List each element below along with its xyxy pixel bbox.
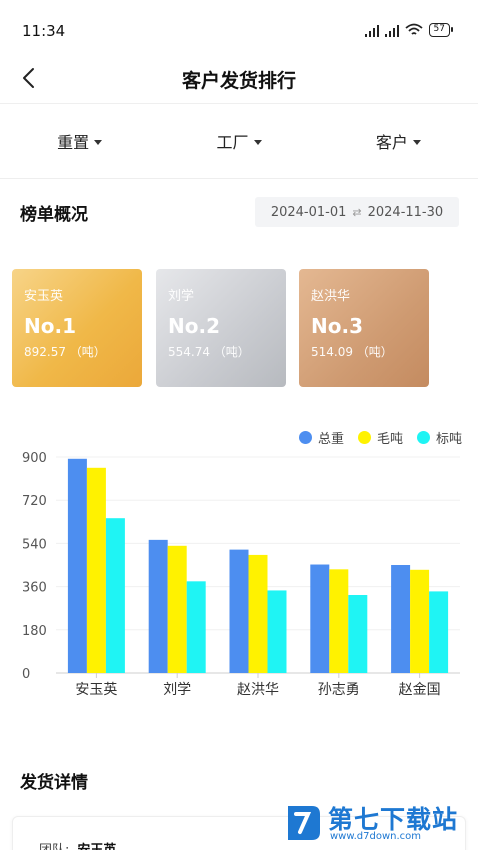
cell-signal-icon <box>364 24 379 37</box>
site-watermark: 第七下载站 www.d7down.com <box>282 798 472 850</box>
wifi-icon <box>404 23 423 35</box>
rank-name: 安玉英 <box>24 289 64 304</box>
filter-factory-label: 工厂 <box>216 133 249 152</box>
bar-刘学-毛吨 <box>167 545 187 673</box>
rank-name: 刘学 <box>168 289 195 304</box>
date-end: 2024-11-30 <box>367 204 444 220</box>
rank-value: 554.74 （吨） <box>168 345 250 359</box>
rank-value: 514.09 （吨） <box>311 345 393 359</box>
y-tick-label: 180 <box>22 624 47 639</box>
bar-赵洪华-标吨 <box>267 590 287 673</box>
filter-factory[interactable]: 工厂 <box>159 118 318 164</box>
status-icons: 57 <box>364 23 454 37</box>
overview-title: 榜单概况 <box>20 205 88 225</box>
legend-item-gross[interactable]: 毛吨 <box>357 428 403 447</box>
legend-label: 标吨 <box>435 432 462 447</box>
legend-dot <box>357 431 371 444</box>
rank-name: 赵洪华 <box>311 289 351 304</box>
bar-赵金国-标吨 <box>429 591 449 673</box>
filter-reset[interactable]: 重置 <box>0 118 159 164</box>
filter-customer-label: 客户 <box>375 133 408 152</box>
status-time: 11:34 <box>22 22 66 40</box>
bar-孙志勇-毛吨 <box>329 569 349 673</box>
details-title: 发货详情 <box>20 773 88 793</box>
bar-安玉英-毛吨 <box>86 467 106 673</box>
rank-number: No.3 <box>311 314 363 338</box>
chart-legend: 总重 毛吨 标吨 <box>298 428 462 447</box>
y-tick-label: 900 <box>22 451 47 466</box>
swap-icon: ⇄ <box>352 205 362 219</box>
watermark-url: www.d7down.com <box>330 831 422 842</box>
y-tick-label: 360 <box>22 581 47 596</box>
caret-down-icon <box>412 139 421 145</box>
cell-signal-2-icon <box>384 24 399 37</box>
back-arrow-icon[interactable] <box>18 66 42 90</box>
nav-bar: 客户发货排行 <box>0 52 478 104</box>
filter-reset-label: 重置 <box>57 133 90 152</box>
team-row: 团队: 安玉英 <box>39 839 116 850</box>
y-tick-label: 540 <box>22 537 47 552</box>
filter-customer[interactable]: 客户 <box>319 118 478 164</box>
x-tick-label: 安玉英 <box>75 681 117 698</box>
status-bar: 11:34 57 <box>0 0 478 60</box>
date-start: 2024-01-01 <box>270 204 347 220</box>
page-title: 客户发货排行 <box>181 70 296 92</box>
x-tick-label: 孙志勇 <box>318 682 360 698</box>
team-value: 安玉英 <box>77 839 116 850</box>
rank-value: 892.57 （吨） <box>24 345 106 359</box>
rank-card-1[interactable]: 安玉英 No.1 892.57 （吨） <box>12 269 142 387</box>
watermark-name: 第七下载站 <box>328 805 459 834</box>
legend-item-standard[interactable]: 标吨 <box>416 428 462 447</box>
bar-安玉英-总重 <box>67 458 87 673</box>
legend-dot <box>416 431 430 444</box>
bar-赵金国-总重 <box>391 565 411 673</box>
x-tick-label: 刘学 <box>163 682 191 698</box>
rank-card-3[interactable]: 赵洪华 No.3 514.09 （吨） <box>299 269 429 387</box>
detail-card[interactable]: 团队: 安玉英 <box>12 816 466 850</box>
legend-item-total[interactable]: 总重 <box>298 428 344 447</box>
shipment-chart: 总重 毛吨 标吨 0 180 360 540 720 900 安玉英 刘学 赵洪华 孙志勇 赵金国 <box>0 420 478 710</box>
x-tick-label: 赵洪华 <box>237 682 279 698</box>
team-label: 团队: <box>39 839 69 850</box>
chart-plot: 0 180 360 540 720 900 安玉英 刘学 赵洪华 孙志勇 赵金国 <box>22 451 460 698</box>
filter-bar: 重置 工厂 客户 <box>0 118 478 164</box>
rank-number: No.2 <box>168 314 220 338</box>
date-range-picker[interactable]: 2024-01-01 ⇄ 2024-11-30 <box>255 197 459 227</box>
bar-赵洪华-总重 <box>229 549 249 673</box>
y-tick-label: 720 <box>22 494 47 509</box>
legend-label: 毛吨 <box>376 432 403 447</box>
bar-刘学-标吨 <box>186 581 206 673</box>
legend-label: 总重 <box>317 432 344 447</box>
battery-icon: 57 <box>428 23 454 37</box>
caret-down-icon <box>253 139 262 145</box>
caret-down-icon <box>94 139 103 145</box>
bar-安玉英-标吨 <box>105 518 125 673</box>
watermark-logo-icon <box>288 806 320 840</box>
bar-孙志勇-总重 <box>310 564 330 673</box>
legend-dot <box>298 431 312 444</box>
rank-number: No.1 <box>24 314 76 338</box>
y-tick-label: 0 <box>22 667 30 682</box>
section-divider <box>0 178 478 179</box>
x-tick-label: 赵金国 <box>399 682 441 698</box>
bar-刘学-总重 <box>148 539 168 673</box>
bar-孙志勇-标吨 <box>348 595 368 673</box>
rank-card-2[interactable]: 刘学 No.2 554.74 （吨） <box>156 269 286 387</box>
bar-赵洪华-毛吨 <box>248 554 268 673</box>
bar-赵金国-毛吨 <box>410 569 430 673</box>
